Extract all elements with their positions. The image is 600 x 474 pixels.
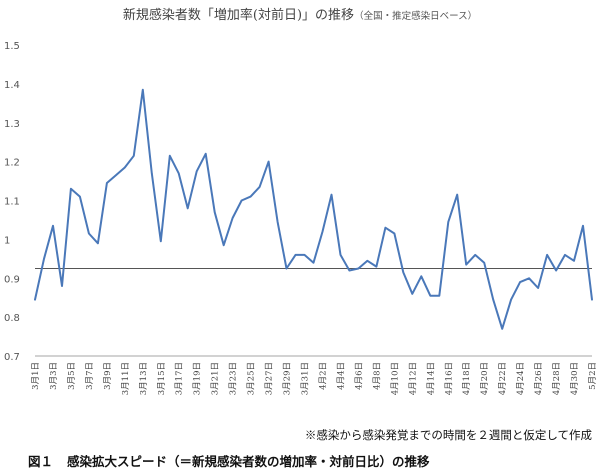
x-tick-label: 4月10日 <box>390 362 400 395</box>
x-tick-label: 4月16日 <box>444 362 454 395</box>
y-tick-label: 1 <box>4 235 10 246</box>
x-tick-label: 4月4日 <box>336 362 346 390</box>
y-tick-label: 1.4 <box>4 80 20 91</box>
x-tick-label: 4月6日 <box>354 362 364 390</box>
x-tick-label: 4月28日 <box>552 362 562 395</box>
x-tick-label: 3月21日 <box>211 362 221 395</box>
y-tick-label: 1.2 <box>4 158 20 169</box>
chart-title: 新規感染者数「増加率(対前日)」の推移（全国・推定感染日ベース） <box>0 4 600 23</box>
y-tick-label: 1.3 <box>4 119 20 130</box>
x-tick-label: 4月20日 <box>480 362 490 395</box>
x-tick-label: 3月29日 <box>283 362 293 395</box>
x-tick-label: 3月25日 <box>247 362 257 395</box>
series-line <box>34 88 593 330</box>
x-tick-label: 3月13日 <box>139 362 149 395</box>
x-tick-label: 4月14日 <box>426 362 436 395</box>
x-axis-ticks: 3月1日 3月3日 3月5日 3月7日 3月9日 3月11日 3月13日 3月15日 3月17日… <box>31 362 598 395</box>
x-tick-label: 4月26日 <box>534 362 544 395</box>
x-tick-label: 3月5日 <box>67 362 77 390</box>
x-tick-label: 3月1日 <box>31 362 41 390</box>
x-tick-label: 4月30日 <box>570 362 580 395</box>
x-tick-label: 3月7日 <box>85 362 95 390</box>
y-tick-label: 0.9 <box>4 274 20 285</box>
y-tick-label: 0.7 <box>4 352 20 363</box>
y-tick-label: 0.8 <box>4 313 20 324</box>
x-tick-label: 3月3日 <box>49 362 59 390</box>
x-tick-label: 4月8日 <box>372 362 382 390</box>
x-tick-label: 3月9日 <box>103 362 113 390</box>
chart-subtitle: （全国・推定感染日ベース） <box>354 11 478 22</box>
x-tick-label: 4月2日 <box>318 362 328 390</box>
x-tick-label: 3月11日 <box>121 362 131 395</box>
y-tick-label: 1.5 <box>4 41 20 52</box>
y-tick-label: 1.1 <box>4 197 20 208</box>
y-axis-ticks: 0.7 0.8 0.9 1 1.1 1.2 1.3 1.4 1.5 <box>4 41 20 363</box>
x-tick-label: 3月15日 <box>157 362 167 395</box>
x-tick-label: 4月12日 <box>408 362 418 395</box>
x-tick-label: 4月18日 <box>462 362 472 395</box>
x-tick-label: 4月22日 <box>498 362 508 395</box>
chart-title-main: 新規感染者数「増加率(対前日)」の推移 <box>122 8 355 23</box>
figure-number: 図１ <box>28 454 54 469</box>
x-tick-label: 3月23日 <box>229 362 239 395</box>
x-tick-label: 4月24日 <box>516 362 526 395</box>
x-tick-label: 3月31日 <box>301 362 311 395</box>
x-tick-label: 5月2日 <box>588 362 598 390</box>
figure-caption: 図１ 感染拡大スピード（＝新規感染者数の増加率・対前日比）の推移 <box>28 451 430 470</box>
x-tick-label: 3月27日 <box>265 362 275 395</box>
x-tick-label: 3月17日 <box>175 362 185 395</box>
figure-caption-text: 感染拡大スピード（＝新規感染者数の増加率・対前日比）の推移 <box>67 454 430 469</box>
x-tick-label: 3月19日 <box>193 362 203 395</box>
chart-note: ※感染から感染発覚までの時間を２週間と仮定して作成 <box>304 428 592 442</box>
